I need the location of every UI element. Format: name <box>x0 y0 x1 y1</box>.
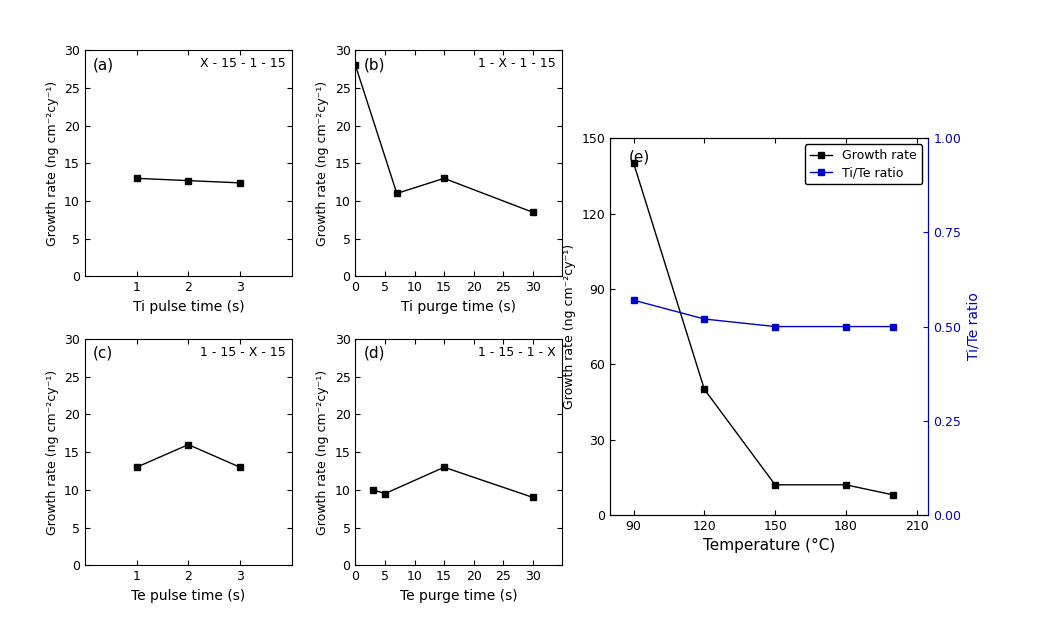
Y-axis label: Growth rate (ng cm⁻²cy⁻¹): Growth rate (ng cm⁻²cy⁻¹) <box>46 81 58 246</box>
Legend: Growth rate, Ti/Te ratio: Growth rate, Ti/Te ratio <box>805 144 922 184</box>
Growth rate <box>887 491 900 499</box>
Text: (e): (e) <box>629 149 650 165</box>
Ti/Te ratio <box>698 315 711 323</box>
Y-axis label: Growth rate (ng cm⁻²cy⁻¹): Growth rate (ng cm⁻²cy⁻¹) <box>46 370 58 534</box>
Growth rate <box>769 481 782 489</box>
Text: 1 - 15 - 1 - X: 1 - 15 - 1 - X <box>479 346 556 359</box>
Ti/Te ratio <box>839 323 852 330</box>
Text: 1 - X - 1 - 15: 1 - X - 1 - 15 <box>479 57 556 70</box>
Text: 1 - 15 - X - 15: 1 - 15 - X - 15 <box>199 346 285 359</box>
Growth rate <box>839 481 852 489</box>
Ti/Te ratio <box>887 323 900 330</box>
Y-axis label: Growth rate (ng cm⁻²cy⁻¹): Growth rate (ng cm⁻²cy⁻¹) <box>562 244 576 409</box>
Growth rate <box>698 386 711 393</box>
Text: (b): (b) <box>364 57 385 72</box>
Line: Growth rate: Growth rate <box>630 160 897 499</box>
X-axis label: Te purge time (s): Te purge time (s) <box>400 588 518 603</box>
Text: (c): (c) <box>93 346 114 361</box>
Text: (d): (d) <box>364 346 385 361</box>
Y-axis label: Ti/Te ratio: Ti/Te ratio <box>967 293 980 360</box>
Text: (a): (a) <box>93 57 115 72</box>
Text: X - 15 - 1 - 15: X - 15 - 1 - 15 <box>199 57 285 70</box>
X-axis label: Ti purge time (s): Ti purge time (s) <box>401 300 517 314</box>
Ti/Te ratio <box>769 323 782 330</box>
Line: Ti/Te ratio: Ti/Te ratio <box>630 296 897 330</box>
Ti/Te ratio <box>627 296 640 304</box>
X-axis label: Ti pulse time (s): Ti pulse time (s) <box>133 300 244 314</box>
Y-axis label: Growth rate (ng cm⁻²cy⁻¹): Growth rate (ng cm⁻²cy⁻¹) <box>316 81 329 246</box>
Growth rate <box>627 160 640 167</box>
X-axis label: Te pulse time (s): Te pulse time (s) <box>132 588 245 603</box>
Y-axis label: Growth rate (ng cm⁻²cy⁻¹): Growth rate (ng cm⁻²cy⁻¹) <box>316 370 329 534</box>
X-axis label: Temperature (°C): Temperature (°C) <box>703 538 835 553</box>
